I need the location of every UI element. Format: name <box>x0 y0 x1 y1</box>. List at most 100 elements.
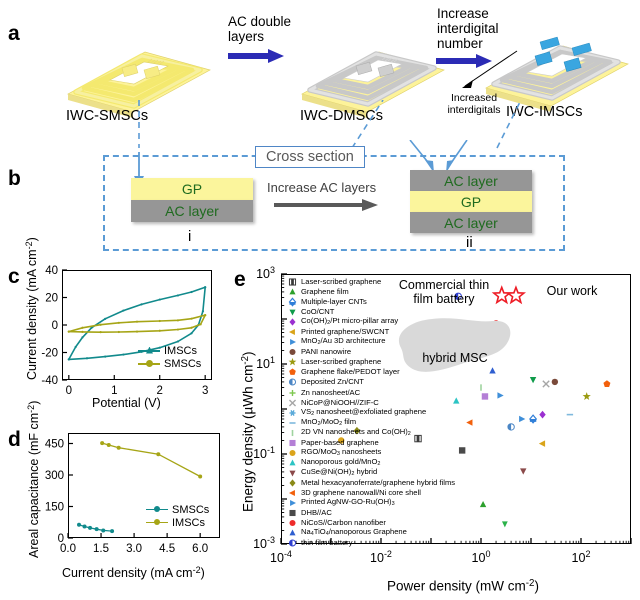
arrow-label-ac-double-layers: AC double layers <box>228 14 292 44</box>
legend-marker-icon <box>287 458 298 468</box>
svg-text:101: 101 <box>256 355 275 371</box>
svg-text:10-1: 10-1 <box>253 445 275 461</box>
legend-marker-icon <box>287 438 298 448</box>
panel-c-curves <box>67 286 207 361</box>
legend-marker-icon <box>287 307 298 317</box>
increased-interdigitals-label: Increased interdigitals <box>447 92 501 116</box>
svg-text:300: 300 <box>45 470 64 482</box>
commercial-thin-film-battery-label: Commercial thin film battery <box>398 278 490 306</box>
panel-d-ticks: 0.0 1.5 3.0 4.5 6.0 0 150 300 450 <box>45 439 208 556</box>
panel-e-legend-item: Printed AgNW-GO-Ru(OH)3 <box>287 497 455 508</box>
panel-e-chart: 10-4 10-2 100 102 10-3 10-1 101 103 hybrid MSC … <box>232 262 640 600</box>
legend-marker-icon <box>287 498 298 508</box>
panel-e-legend-item: CoO/CNT <box>287 307 455 317</box>
legend-marker-icon <box>287 418 298 428</box>
svg-text:103: 103 <box>256 265 275 281</box>
legend-marker-icon <box>287 468 298 478</box>
legend-marker-icon <box>287 508 298 518</box>
panel-a-letter: a <box>8 22 20 45</box>
legend-marker-icon <box>287 287 298 297</box>
svg-text:10-3: 10-3 <box>253 535 275 551</box>
device-imscs-illustration <box>485 36 629 112</box>
panel-c-plot-frame <box>62 270 212 380</box>
panel-e-legend-item: RGO/MoO3 nanosheets <box>287 446 455 458</box>
legend-swatch <box>146 519 168 526</box>
svg-text:100: 100 <box>472 549 491 562</box>
legend-label: MnO2/Au 3D architecture <box>301 336 386 347</box>
legend-marker-icon <box>287 388 298 398</box>
device-iwc-smscs: IWC-SMSCs <box>48 8 218 128</box>
panel-e-legend-item: Graphene flake/PEDOT layer <box>287 367 455 377</box>
legend-label: DHB//AC <box>301 508 332 518</box>
panel-c-chart: 0 1 2 3 -40 -20 0 20 40 Potential (V) Current de… <box>0 237 232 423</box>
stack-ii-roman-label: ii <box>466 234 473 251</box>
panel-c-letter: c <box>8 265 20 288</box>
legend-marker-icon <box>287 297 298 307</box>
legend-label: Laser-scribed graphene <box>301 277 382 286</box>
legend-label: Deposited Zn/CNT <box>301 377 364 387</box>
legend-label: IMSCs <box>164 344 197 357</box>
panel-c-legend-item: SMSCs <box>138 357 201 370</box>
svg-text:3: 3 <box>202 385 208 397</box>
stack-ii-layer-ac-top: AC layer <box>410 170 532 191</box>
legend-label: Na4TiO4/nanoporous Graphene <box>301 527 407 538</box>
panel-d-legend-item: IMSCs <box>146 516 209 529</box>
device-caption-imscs: IWC-IMSCs <box>506 104 583 120</box>
svg-text:2: 2 <box>157 385 163 397</box>
legend-label: RGO/MoO3 nanosheets <box>301 446 382 457</box>
panel-e-legend-item: thin film battery <box>287 538 455 548</box>
panel-e-legend-item: NiCoP@NiOOH//ZIF-C <box>287 398 455 408</box>
panel-e-legend-item: Paper-based graphene <box>287 438 455 448</box>
legend-label: Metal hexacyanoferrate/graphene hybrid f… <box>301 477 456 487</box>
stack-ii-layer-ac-bottom: AC layer <box>410 212 532 233</box>
panel-d-letter: d <box>8 428 21 451</box>
increased-interdigitals-arrow-icon <box>462 50 518 88</box>
legend-label: Paper-based graphene <box>301 437 379 447</box>
svg-text:10-2: 10-2 <box>370 549 392 562</box>
gray-arrow-icon <box>274 199 378 211</box>
increase-ac-layers-label: Increase AC layers <box>267 180 377 195</box>
panel-e-legend-item: MnO2/Au 3D architecture <box>287 336 455 347</box>
legend-marker-icon <box>287 488 298 498</box>
panel-e-legend-item: CuSe@Ni(OH)2 hybrid <box>287 467 455 478</box>
legend-marker-icon <box>287 408 298 418</box>
svg-text:-20: -20 <box>41 348 58 360</box>
legend-label: Graphene film <box>301 287 349 297</box>
legend-marker-icon <box>287 337 298 347</box>
legend-swatch <box>138 346 160 354</box>
legend-marker-icon <box>287 518 298 528</box>
panel-c-ticks: 0 1 2 3 -40 -20 0 20 40 <box>41 265 208 397</box>
panel-e-legend-item: NiCoS//Carbon nanofiber <box>287 518 455 528</box>
svg-text:0: 0 <box>66 385 72 397</box>
stack-i-layer-ac: AC layer <box>131 200 253 222</box>
panel-d-legend: SMSCs IMSCs <box>146 503 209 529</box>
legend-label: Zn nanosheet/AC <box>301 387 361 397</box>
legend-marker-icon <box>287 478 298 488</box>
arrow-label-increase-interdigital: Increase interdigital number <box>437 6 499 51</box>
legend-label: Laser-scribed graphene <box>301 357 382 367</box>
legend-label: NiCoP@NiOOH//ZIF-C <box>301 397 379 407</box>
panel-e-legend-item: Laser-scribed graphene <box>287 277 455 287</box>
legend-marker-icon <box>287 448 298 458</box>
svg-text:6.0: 6.0 <box>192 543 208 555</box>
svg-text:40: 40 <box>45 265 58 277</box>
legend-swatch <box>146 506 168 513</box>
legend-marker-icon <box>287 357 298 367</box>
legend-marker-icon <box>287 347 298 357</box>
svg-text:3.0: 3.0 <box>126 543 142 555</box>
panel-e-xaxis-title: Power density (mW cm-2) <box>387 578 539 594</box>
svg-text:102: 102 <box>572 549 591 562</box>
legend-label: SMSCs <box>164 357 202 370</box>
panel-e-legend-item: 2D VN nanosheets and Co(OH)2 <box>287 427 455 438</box>
blue-arrow-2-icon <box>436 54 492 68</box>
legend-marker-icon <box>287 538 298 548</box>
legend-label: CoO/CNT <box>301 307 335 317</box>
device-caption-dmscs: IWC-DMSCs <box>300 108 383 124</box>
legend-swatch <box>138 359 160 367</box>
legend-marker-icon <box>287 528 298 538</box>
legend-label: Co(OH)2/Pt micro-pillar array <box>301 316 399 327</box>
svg-text:0.0: 0.0 <box>60 543 76 555</box>
panel-c-legend: IMSCs SMSCs <box>138 344 201 370</box>
svg-text:0: 0 <box>52 320 58 332</box>
panel-e-legend: Laser-scribed graphene Graphene film Multi… <box>287 277 455 548</box>
